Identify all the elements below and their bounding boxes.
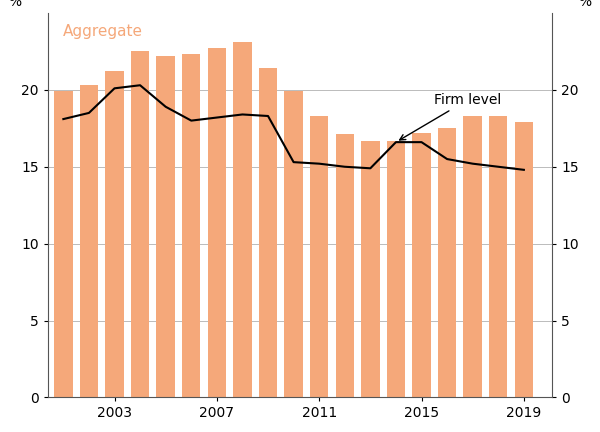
Bar xyxy=(310,116,328,397)
Bar xyxy=(515,122,533,397)
Bar xyxy=(489,116,508,397)
Text: %: % xyxy=(8,0,22,9)
Bar xyxy=(131,51,149,397)
Bar xyxy=(387,140,405,397)
Bar xyxy=(335,134,354,397)
Text: Firm level: Firm level xyxy=(400,93,502,140)
Bar xyxy=(284,92,303,397)
Text: Aggregate: Aggregate xyxy=(64,24,143,39)
Bar xyxy=(463,116,482,397)
Bar xyxy=(361,140,380,397)
Bar xyxy=(259,68,277,397)
Bar xyxy=(106,71,124,397)
Text: %: % xyxy=(578,0,592,9)
Bar xyxy=(157,56,175,397)
Bar xyxy=(80,85,98,397)
Bar xyxy=(233,42,251,397)
Bar xyxy=(182,54,200,397)
Bar xyxy=(438,128,457,397)
Bar xyxy=(54,92,73,397)
Bar xyxy=(208,48,226,397)
Bar xyxy=(412,133,431,397)
